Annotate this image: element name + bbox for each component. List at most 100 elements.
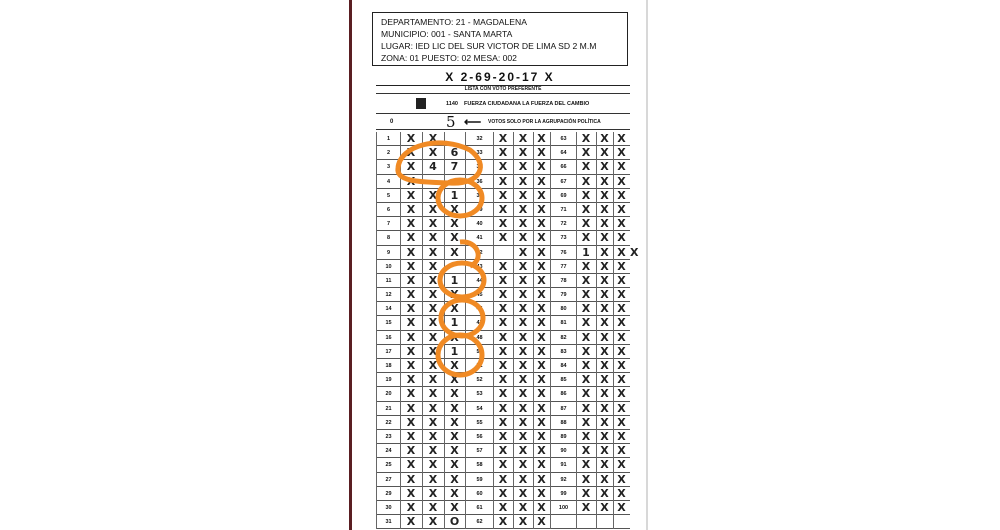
candidate-number: 19 xyxy=(376,373,400,388)
vote-mark: X xyxy=(581,174,591,188)
vote-mark: X xyxy=(498,174,508,188)
candidate-number: 77 xyxy=(550,259,576,274)
vote-mark: X xyxy=(518,160,528,174)
vote-mark: X xyxy=(617,458,626,472)
vote-mark: X xyxy=(406,245,416,259)
location-header-box: DEPARTAMENTO: 21 - MAGDALENA MUNICIPIO: … xyxy=(372,12,628,66)
vote-mark-cell xyxy=(493,188,513,203)
vote-mark: X xyxy=(518,316,528,330)
vote-mark-cell xyxy=(576,146,596,161)
vote-mark-cell xyxy=(596,472,613,487)
vote-mark-cell xyxy=(576,472,596,487)
vote-mark: 6 xyxy=(450,146,459,160)
department-line: DEPARTAMENTO: 21 - MAGDALENA xyxy=(381,17,527,27)
vote-mark-cell xyxy=(400,458,422,473)
candidate-number: 71 xyxy=(550,202,576,218)
vote-mark-cell xyxy=(533,344,550,359)
table-row: 17 50 83 X X 1 X X X X X X xyxy=(376,344,630,359)
vote-mark: X xyxy=(581,217,591,231)
vote-mark-cell xyxy=(422,188,444,203)
candidate-number: 92 xyxy=(550,472,576,487)
place-line: LUGAR: IED LIC DEL SUR VICTOR DE LIMA SD… xyxy=(381,41,597,51)
vote-mark: X xyxy=(581,259,591,273)
vote-mark: X xyxy=(581,373,591,387)
table-row: 29 60 99 X X X X X X X X X xyxy=(376,486,630,501)
vote-mark-cell xyxy=(596,231,613,246)
vote-mark: X xyxy=(406,373,416,387)
vote-mark: X xyxy=(537,273,546,287)
vote-mark-cell xyxy=(400,444,422,459)
vote-mark: X xyxy=(406,259,416,273)
table-row: 18 51 84 X X X X X X X X X xyxy=(376,359,630,374)
vote-mark-cell xyxy=(613,444,630,459)
vote-mark-cell xyxy=(613,344,630,359)
vote-mark: X xyxy=(498,344,508,358)
vote-mark: X xyxy=(498,132,508,145)
vote-mark-cell xyxy=(576,429,596,445)
vote-mark-cell xyxy=(533,245,550,260)
vote-mark-cell xyxy=(596,188,613,203)
table-row: 31 62 X X O X X X xyxy=(376,515,630,530)
vote-mark: X xyxy=(617,444,626,458)
vote-mark: X xyxy=(518,500,528,514)
vote-mark-cell xyxy=(444,245,465,260)
table-row: 27 59 92 X X X X X X X X X xyxy=(376,472,630,487)
vote-mark-cell xyxy=(613,202,630,218)
vote-mark-cell xyxy=(613,316,630,331)
vote-mark-cell xyxy=(513,344,533,359)
vote-mark-cell xyxy=(400,515,422,530)
vote-mark-cell xyxy=(422,429,444,445)
party-row: 1140 FUERZA CIUDADANA LA FUERZA DEL CAMB… xyxy=(376,94,630,114)
vote-mark: X xyxy=(600,160,609,174)
vote-mark-cell xyxy=(513,132,533,147)
vote-mark: X xyxy=(537,373,546,387)
vote-mark: X xyxy=(617,132,626,145)
vote-mark-cell xyxy=(400,231,422,246)
vote-mark: X xyxy=(406,387,416,401)
vote-mark-cell xyxy=(613,217,630,232)
vote-mark-cell xyxy=(613,174,630,189)
vote-mark xyxy=(422,175,444,189)
vote-mark-cell xyxy=(493,316,513,331)
vote-mark: X xyxy=(617,231,626,245)
candidate-number: 58 xyxy=(465,458,493,473)
vote-mark: X xyxy=(537,344,546,358)
vote-mark: X xyxy=(406,217,416,231)
vote-mark: X xyxy=(537,444,546,458)
vote-mark: X xyxy=(600,217,609,231)
vote-mark: 1 xyxy=(450,344,459,358)
candidate-number: 41 xyxy=(465,231,493,246)
vote-mark-cell xyxy=(596,160,613,175)
vote-mark-cell xyxy=(613,415,630,430)
vote-mark-cell xyxy=(513,231,533,246)
vote-mark: X xyxy=(498,515,508,529)
vote-mark-cell xyxy=(422,486,444,501)
vote-mark-cell xyxy=(444,401,465,416)
candidate-number: 5 xyxy=(376,188,400,203)
vote-mark: X xyxy=(450,472,459,486)
vote-mark: X xyxy=(498,486,508,500)
vote-mark: O xyxy=(449,515,460,529)
vote-mark-cell xyxy=(596,486,613,501)
vote-mark-cell xyxy=(422,273,444,289)
candidate-number: 4 xyxy=(376,174,400,189)
vote-mark-cell xyxy=(613,273,630,289)
party-only-row: 0 5 ⟵ VOTOS SOLO POR LA AGRUPACIÓN POLÍT… xyxy=(376,113,630,131)
vote-mark-cell xyxy=(422,330,444,345)
vote-mark-cell xyxy=(513,387,533,402)
candidate-number: 86 xyxy=(550,387,576,402)
vote-mark: X xyxy=(537,302,546,316)
vote-mark: X xyxy=(498,500,508,514)
vote-mark: 1 xyxy=(582,245,590,259)
vote-mark: X xyxy=(518,231,528,245)
candidate-number: 59 xyxy=(465,472,493,487)
vote-mark: X xyxy=(537,231,546,245)
vote-mark-cell xyxy=(513,458,533,473)
vote-mark: X xyxy=(617,330,626,344)
candidate-number: 32 xyxy=(465,132,493,147)
vote-mark-cell xyxy=(533,387,550,402)
